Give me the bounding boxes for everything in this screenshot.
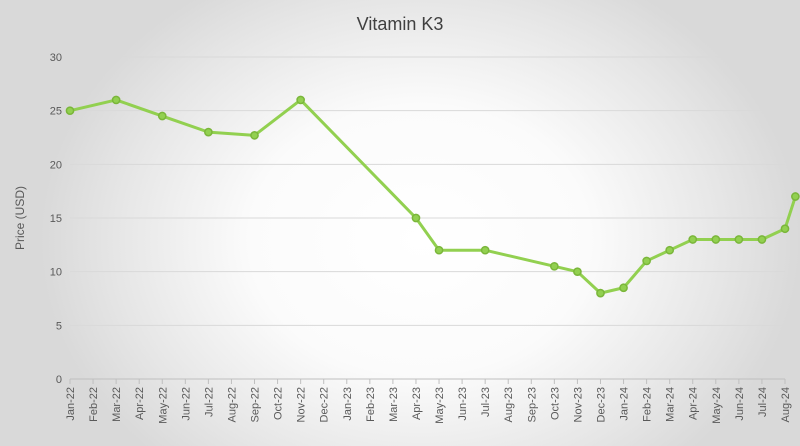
y-tick-label: 0	[56, 374, 62, 386]
data-point	[642, 256, 651, 266]
series-line	[69, 98, 797, 295]
data-point	[550, 261, 559, 271]
data-point	[250, 131, 259, 140]
y-tick-label: 15	[50, 213, 62, 225]
data-point	[296, 95, 305, 105]
x-tick-label: Oct-22	[273, 387, 285, 420]
data-point	[791, 192, 800, 201]
data-point	[757, 235, 767, 244]
data-point	[434, 245, 444, 255]
data-point	[157, 111, 167, 121]
data-point	[734, 235, 744, 244]
x-tick-label: Dec-22	[319, 387, 331, 422]
x-tick-label: Feb-24	[642, 387, 654, 422]
data-point	[573, 267, 582, 277]
x-tick-label: Apr-22	[134, 387, 146, 420]
x-tick-label: Jul-23	[480, 387, 492, 417]
x-tick-label: Jan-24	[619, 387, 631, 421]
x-tick-label: Aug-22	[226, 387, 238, 422]
y-tick-label: 25	[50, 106, 62, 118]
y-tick-label: 5	[56, 320, 62, 332]
data-point	[411, 213, 421, 223]
x-tick-label: Nov-22	[296, 387, 308, 422]
x-tick-label: Jan-23	[342, 387, 354, 421]
y-tick-label: 10	[50, 267, 62, 279]
x-tick-label: Sep-22	[250, 387, 262, 422]
data-point	[204, 127, 213, 137]
x-tick-label: Nov-23	[572, 387, 584, 422]
data-point	[688, 235, 698, 244]
data-point	[711, 235, 721, 244]
data-point	[111, 95, 121, 105]
x-tick-label: Jun-24	[734, 387, 746, 421]
x-tick-label: Jun-23	[457, 387, 469, 421]
x-tick-label: Feb-23	[365, 387, 377, 422]
data-point	[65, 106, 75, 116]
y-tick-label: 20	[50, 159, 62, 171]
x-tick-label: Dec-23	[595, 387, 607, 422]
data-point	[596, 288, 605, 298]
x-tick-label: Apr-24	[688, 387, 700, 420]
x-tick-label: Sep-23	[526, 387, 538, 422]
x-tick-label: May-24	[711, 387, 723, 424]
x-tick-label: Aug-24	[780, 387, 792, 422]
x-tick-label: Apr-23	[411, 387, 423, 420]
x-tick-label: May-23	[434, 387, 446, 424]
data-point	[665, 245, 675, 255]
data-point	[480, 245, 490, 255]
data-point	[780, 224, 790, 234]
x-tick-label: Jun-22	[180, 387, 192, 421]
chart-title: Vitamin K3	[356, 14, 444, 34]
x-tick-label: Oct-23	[549, 387, 561, 420]
x-tick-label: Mar-22	[111, 387, 123, 422]
y-tick-label: 30	[50, 52, 62, 64]
x-tick-label: Jul-22	[203, 387, 215, 417]
x-tick-label: Mar-23	[388, 387, 400, 422]
x-tick-label: Jul-24	[757, 387, 769, 417]
x-tick-label: Aug-23	[503, 387, 515, 422]
data-point	[619, 283, 628, 293]
x-tick-label: Jan-22	[65, 387, 77, 421]
x-tick-label: Mar-24	[665, 387, 677, 422]
x-tick-label: May-22	[157, 387, 169, 424]
x-tick-label: Feb-22	[88, 387, 100, 422]
